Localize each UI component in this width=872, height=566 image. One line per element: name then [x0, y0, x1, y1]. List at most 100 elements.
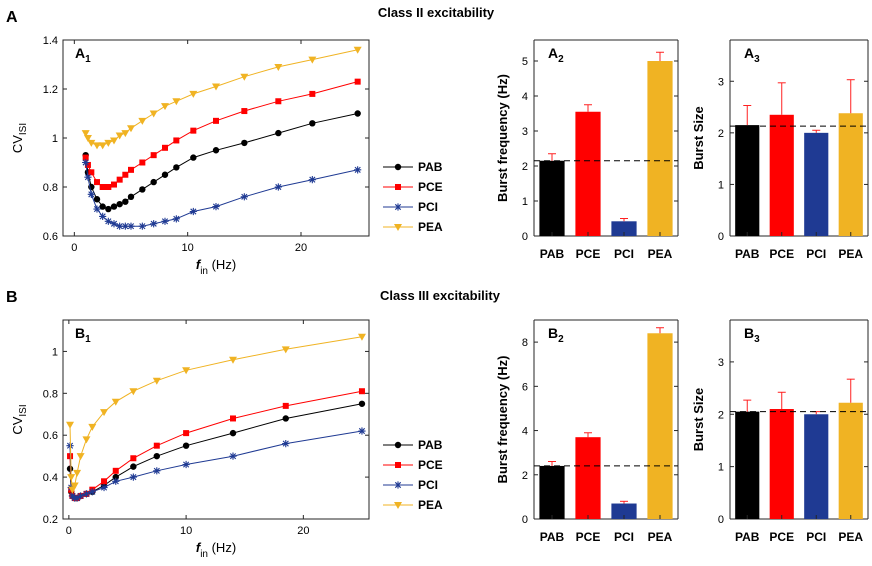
chart-a2-bar-pce [575, 111, 601, 236]
chart-b1-series-pci-point [153, 467, 161, 475]
chart-a1-series-pci-point [172, 215, 180, 223]
chart-a1-series-pea-point [87, 139, 96, 147]
chart-b3-panel-label: B3 [744, 325, 760, 345]
chart-b2-category-pci: PCI [614, 530, 634, 544]
chart-b1-series-pce-point [153, 442, 160, 449]
chart-a1-series-pea-point [81, 130, 90, 138]
chart-a1-series-pab-point [309, 120, 316, 127]
chart-a1-ylabel: CVISI [10, 123, 29, 153]
chart-b2-panel-label-sub: 2 [558, 334, 564, 345]
chart-a1-series-pea-point [149, 110, 158, 118]
chart-a1-series-pea-point [83, 135, 92, 142]
chart-a2-panel-label: A2 [548, 45, 564, 65]
chart-b1-xtick-label: 20 [297, 525, 309, 537]
chart-b3-bar-pab [735, 411, 760, 519]
chart-a1-series-pci-point [150, 220, 158, 228]
chart-a1-series-pea-point [127, 125, 135, 133]
chart-a2-bar-pab [539, 160, 565, 236]
chart-a1-series-pea-point [93, 142, 101, 150]
chart-a2-category-pea: PEA [648, 247, 673, 261]
chart-a1-series-pab-point [110, 203, 118, 210]
chart-b1-series-pce-point [183, 430, 190, 437]
chart-b2-category-pce: PCE [576, 530, 601, 544]
chart-a1-series-pea-point [138, 117, 147, 125]
chart-a1-series-pea-point [240, 73, 249, 81]
chart-a1-xlabel: fin (Hz) [196, 257, 236, 277]
chart-a3-bar-pce [769, 114, 794, 236]
chart-a1-ylabel-main: CV [10, 135, 25, 153]
chart-a1-xlabel-var: f [196, 257, 202, 272]
chart-b1-series-pab-point [130, 463, 137, 470]
chart-a1-series-pce-point [275, 98, 282, 105]
chart-b1-xlabel: fin (Hz) [196, 540, 236, 560]
chart-a1-series-pci-point [240, 193, 248, 201]
chart-a1-series-pea-point [115, 132, 124, 140]
chart-a1-series-pci-point [121, 222, 129, 230]
chart-b1-series-pab-point [153, 452, 160, 460]
chart-b3-panel-label-sub: 3 [754, 334, 760, 345]
chart-a1-series-pci-point [99, 212, 107, 220]
panel-a-letter: A [6, 9, 18, 26]
panel-a-title: Class II excitability [378, 5, 495, 20]
chart-b1-series-pea-point [66, 421, 75, 429]
chart-b1-series-pce-point [230, 415, 236, 422]
chart-a1-series-pab-point [150, 178, 157, 186]
chart-b1-ytick-label: 0.6 [43, 430, 58, 442]
chart-a1-series-pab-point [173, 164, 180, 171]
chart-b1-series-pea-point [229, 356, 237, 364]
chart-a1-series-pab-point [275, 129, 282, 137]
chart-b1-series-pab-point [358, 400, 366, 407]
chart-b1-xlabel-unit: (Hz) [208, 540, 236, 555]
chart-a3-ytick-label: 3 [718, 76, 724, 88]
chart-b1-series-pci-point [73, 494, 81, 502]
chart-b1-series-pea-point [73, 469, 82, 477]
chart-b2-ytick-label: 6 [522, 381, 528, 393]
chart-a1-series-pce-point [105, 184, 112, 190]
chart-a1-legend-marker-pea [394, 224, 402, 231]
chart-a1-series-pea-point [274, 63, 283, 71]
chart-a1-ytick-label: 0.6 [43, 231, 58, 243]
chart-b2-ylabel: Burst frequency (Hz) [495, 356, 510, 484]
chart-b1-panel-label-sub: 1 [85, 334, 91, 345]
chart-b1-legend-label-pci: PCI [418, 478, 438, 492]
chart-a1-series-pce-point [82, 154, 89, 161]
chart-b3-ylabel: Burst Size [691, 388, 706, 452]
chart-a3-bar-pci [804, 132, 829, 236]
chart-b3-bar-pce [769, 409, 794, 519]
chart-a1-series-pce-point [139, 159, 146, 166]
chart-b1-series-pci-line [69, 430, 363, 499]
chart-b1-legend-marker-pea [394, 502, 402, 509]
chart-a1-legend-label-pea: PEA [418, 220, 443, 234]
chart-a1-series-pab-point [122, 198, 129, 205]
chart-a1-series-pea-point [308, 56, 317, 64]
chart-b1-series-pea-point [67, 474, 76, 482]
chart-b2-ytick-label: 8 [522, 337, 528, 349]
chart-a1-series-pci-point [116, 222, 124, 230]
chart-a1-legend-label-pab: PAB [418, 160, 443, 174]
chart-b1-series-pce-point [282, 402, 289, 409]
chart-a1-panel-label: A1 [75, 45, 91, 65]
chart-b1-ylabel-main: CV [10, 416, 25, 434]
chart-a1-series-pce-point [309, 90, 316, 97]
chart-b1-series-pab-point [112, 473, 119, 481]
chart-a3-panel-label-sub: 3 [754, 54, 760, 65]
chart-a1-legend-marker-pci [394, 203, 402, 211]
chart-a1-series-pce-point [128, 166, 134, 173]
chart-a1-series-pea-point [189, 90, 198, 98]
chart-a1-series-pci-point [354, 166, 362, 174]
chart-b1-legend-label-pea: PEA [418, 498, 443, 512]
panel-b-title: Class III excitability [380, 288, 501, 303]
chart-a2-ytick-label: 1 [522, 196, 528, 208]
chart-a1-series-pab-point [241, 139, 248, 147]
chart-a1-series-pci-point [274, 183, 282, 191]
chart-a1-ytick-label: 1.4 [43, 35, 58, 47]
chart-b2-bar-pea [647, 333, 673, 519]
chart-a1-series-pab-point [93, 196, 101, 203]
